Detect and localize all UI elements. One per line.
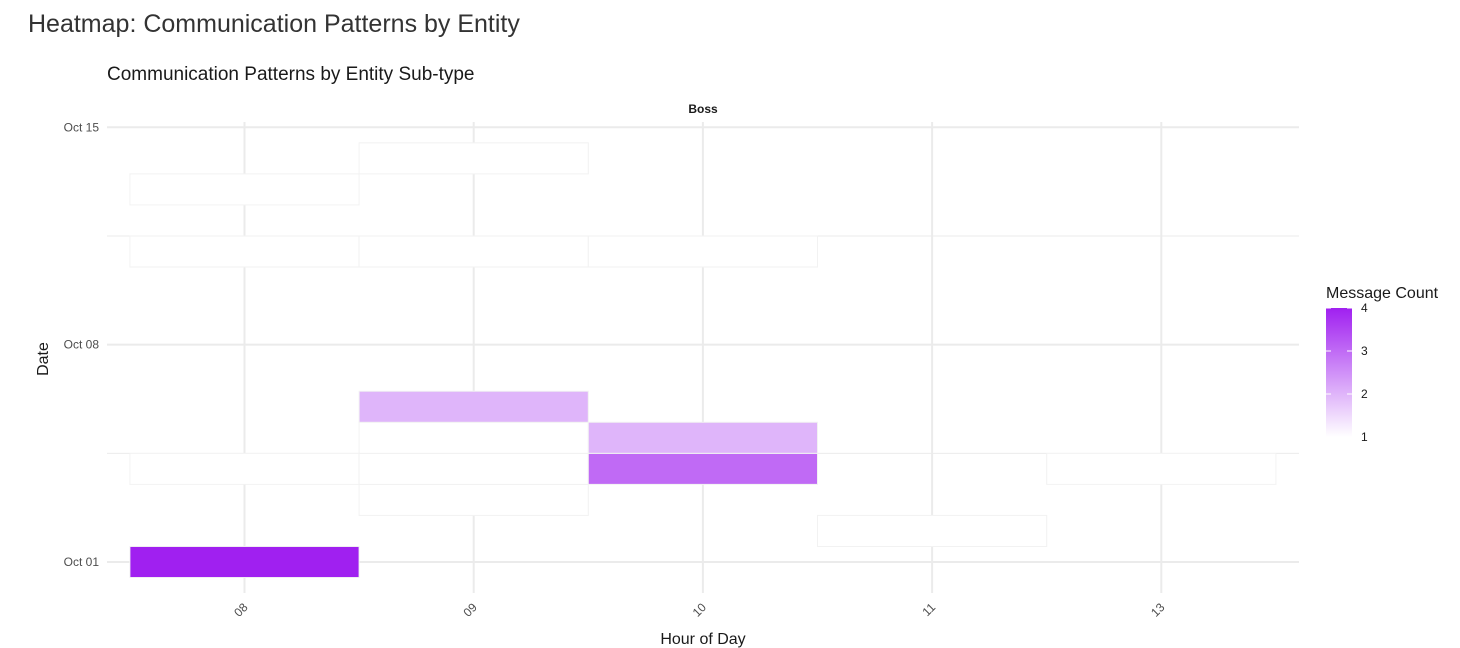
legend-label: 3 (1361, 344, 1368, 358)
x-tick-label: 11 (920, 600, 939, 619)
legend-label: 1 (1361, 430, 1368, 444)
legend-title: Message Count (1326, 285, 1439, 302)
heatmap-tile (129, 452, 360, 485)
y-tick-label: Oct 15 (64, 120, 100, 134)
y-axis-ticks: Oct 01 Oct 08 Oct 15 (64, 120, 100, 569)
heatmap-tile (358, 483, 589, 516)
heatmap-tiles (129, 142, 1277, 579)
x-axis-ticks: 08 09 10 11 13 (231, 600, 1167, 620)
heatmap-tile (358, 390, 589, 423)
heatmap-tile (129, 173, 360, 206)
x-tick-label: 09 (460, 600, 480, 620)
x-tick-label: 08 (231, 600, 251, 620)
x-tick-label: 10 (690, 600, 710, 620)
heatmap-tile (358, 235, 589, 268)
x-tick-label: 13 (1148, 600, 1168, 620)
legend-label: 4 (1361, 301, 1368, 315)
page-title: Heatmap: Communication Patterns by Entit… (28, 10, 520, 38)
heatmap-tile (587, 421, 818, 454)
facet-strip-label: Boss (688, 102, 718, 116)
y-tick-label: Oct 01 (64, 555, 100, 569)
y-axis-title: Date (35, 342, 52, 376)
y-tick-label: Oct 08 (64, 338, 100, 352)
x-axis-title: Hour of Day (660, 631, 745, 648)
heatmap-tile (587, 452, 818, 485)
chart-title: Communication Patterns by Entity Sub-typ… (107, 64, 475, 85)
heatmap-tile (358, 452, 589, 485)
heatmap-tile (129, 545, 360, 579)
heatmap-tile (358, 142, 589, 175)
heatmap-tile (1046, 452, 1277, 485)
color-legend: Message Count 1 2 3 4 (1326, 285, 1439, 444)
legend-label: 2 (1361, 387, 1368, 401)
heatmap-tile (129, 235, 360, 268)
legend-colorbar (1326, 308, 1352, 437)
heatmap-tile (817, 514, 1048, 547)
heatmap-tile (587, 235, 818, 268)
heatmap-tile (358, 421, 589, 454)
